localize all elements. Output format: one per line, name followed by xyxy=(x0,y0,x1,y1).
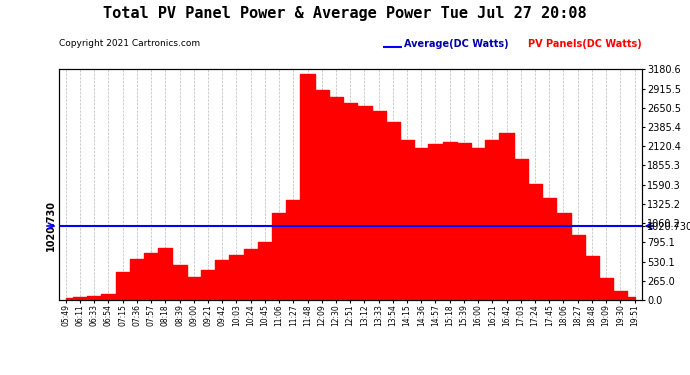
Text: PV Panels(DC Watts): PV Panels(DC Watts) xyxy=(528,39,642,50)
Text: Copyright 2021 Cartronics.com: Copyright 2021 Cartronics.com xyxy=(59,39,200,48)
Text: Total PV Panel Power & Average Power Tue Jul 27 20:08: Total PV Panel Power & Average Power Tue… xyxy=(104,6,586,21)
Text: Average(DC Watts): Average(DC Watts) xyxy=(404,39,509,50)
